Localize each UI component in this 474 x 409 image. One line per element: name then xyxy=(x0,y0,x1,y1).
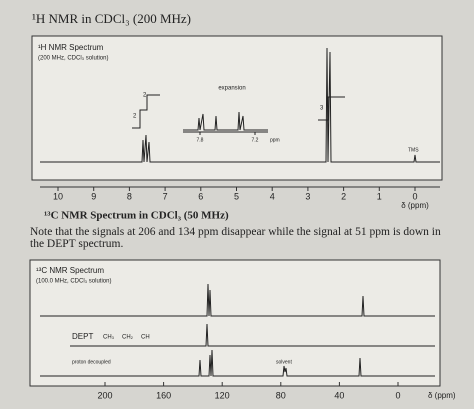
integral-label: 3 xyxy=(320,106,324,112)
axis-label: 0 xyxy=(412,191,417,201)
integral-label: 2 xyxy=(143,93,147,99)
spectrum1-frame xyxy=(31,35,443,181)
spectrum2-title: ¹³C NMR Spectrum xyxy=(36,266,104,275)
spectrum2-trace xyxy=(40,283,435,377)
expansion-tick: 7.2 xyxy=(252,137,259,143)
axis-label: 0 xyxy=(395,390,400,400)
expansion-label: expansion xyxy=(218,86,245,92)
axis-label: 10 xyxy=(53,191,63,201)
axis-label: 8 xyxy=(127,191,132,201)
axis-label: 5 xyxy=(234,191,239,201)
axis-label: 7 xyxy=(163,191,168,201)
axis-label: 9 xyxy=(91,191,96,201)
reference-label: TMS xyxy=(408,147,419,153)
axis-label: 6 xyxy=(198,191,203,201)
axis-label: 3 xyxy=(305,191,310,201)
expansion-unit: ppm xyxy=(270,137,280,143)
spectrum1-title: ¹H NMR Spectrum xyxy=(38,43,104,52)
decoupled-label: proton decoupled xyxy=(72,359,111,365)
axis-label: 1 xyxy=(377,191,382,201)
dept-legend: CH₃ xyxy=(103,335,115,341)
c13-heading: ¹³C NMR Spectrum in CDCl₃ (50 MHz) xyxy=(44,210,229,222)
spectrum1-subtitle: (200 MHz, CDCl₃ solution) xyxy=(38,56,108,62)
axis-unit: δ (ppm) xyxy=(401,201,429,210)
axis-unit: δ (ppm) xyxy=(428,391,456,400)
dept-legend: CH₂ xyxy=(122,335,134,341)
h1-heading: ¹H NMR in CDCl₃ (200 MHz) xyxy=(32,11,191,26)
expansion-tick: 7.8 xyxy=(197,137,204,143)
integral-label: 2 xyxy=(133,114,137,120)
axis-label: 4 xyxy=(270,191,275,201)
dept-legend: CH xyxy=(141,335,150,341)
dept-label: DEPT xyxy=(72,332,93,341)
axis-label: 160 xyxy=(156,390,171,400)
axis-label: 120 xyxy=(215,390,230,400)
axis-label: 200 xyxy=(97,390,112,400)
solvent-label: solvent xyxy=(276,359,292,365)
axis-label: 80 xyxy=(276,390,286,400)
axis-label: 2 xyxy=(341,191,346,201)
axis-label: 40 xyxy=(334,390,344,400)
spectrum2-subtitle: (100.0 MHz, CDCl₃ solution) xyxy=(36,279,111,285)
note: Note that the signals at 206 and 134 ppm… xyxy=(30,226,441,250)
spectrum1-trace xyxy=(40,47,440,163)
spectrum2-frame xyxy=(29,259,441,387)
